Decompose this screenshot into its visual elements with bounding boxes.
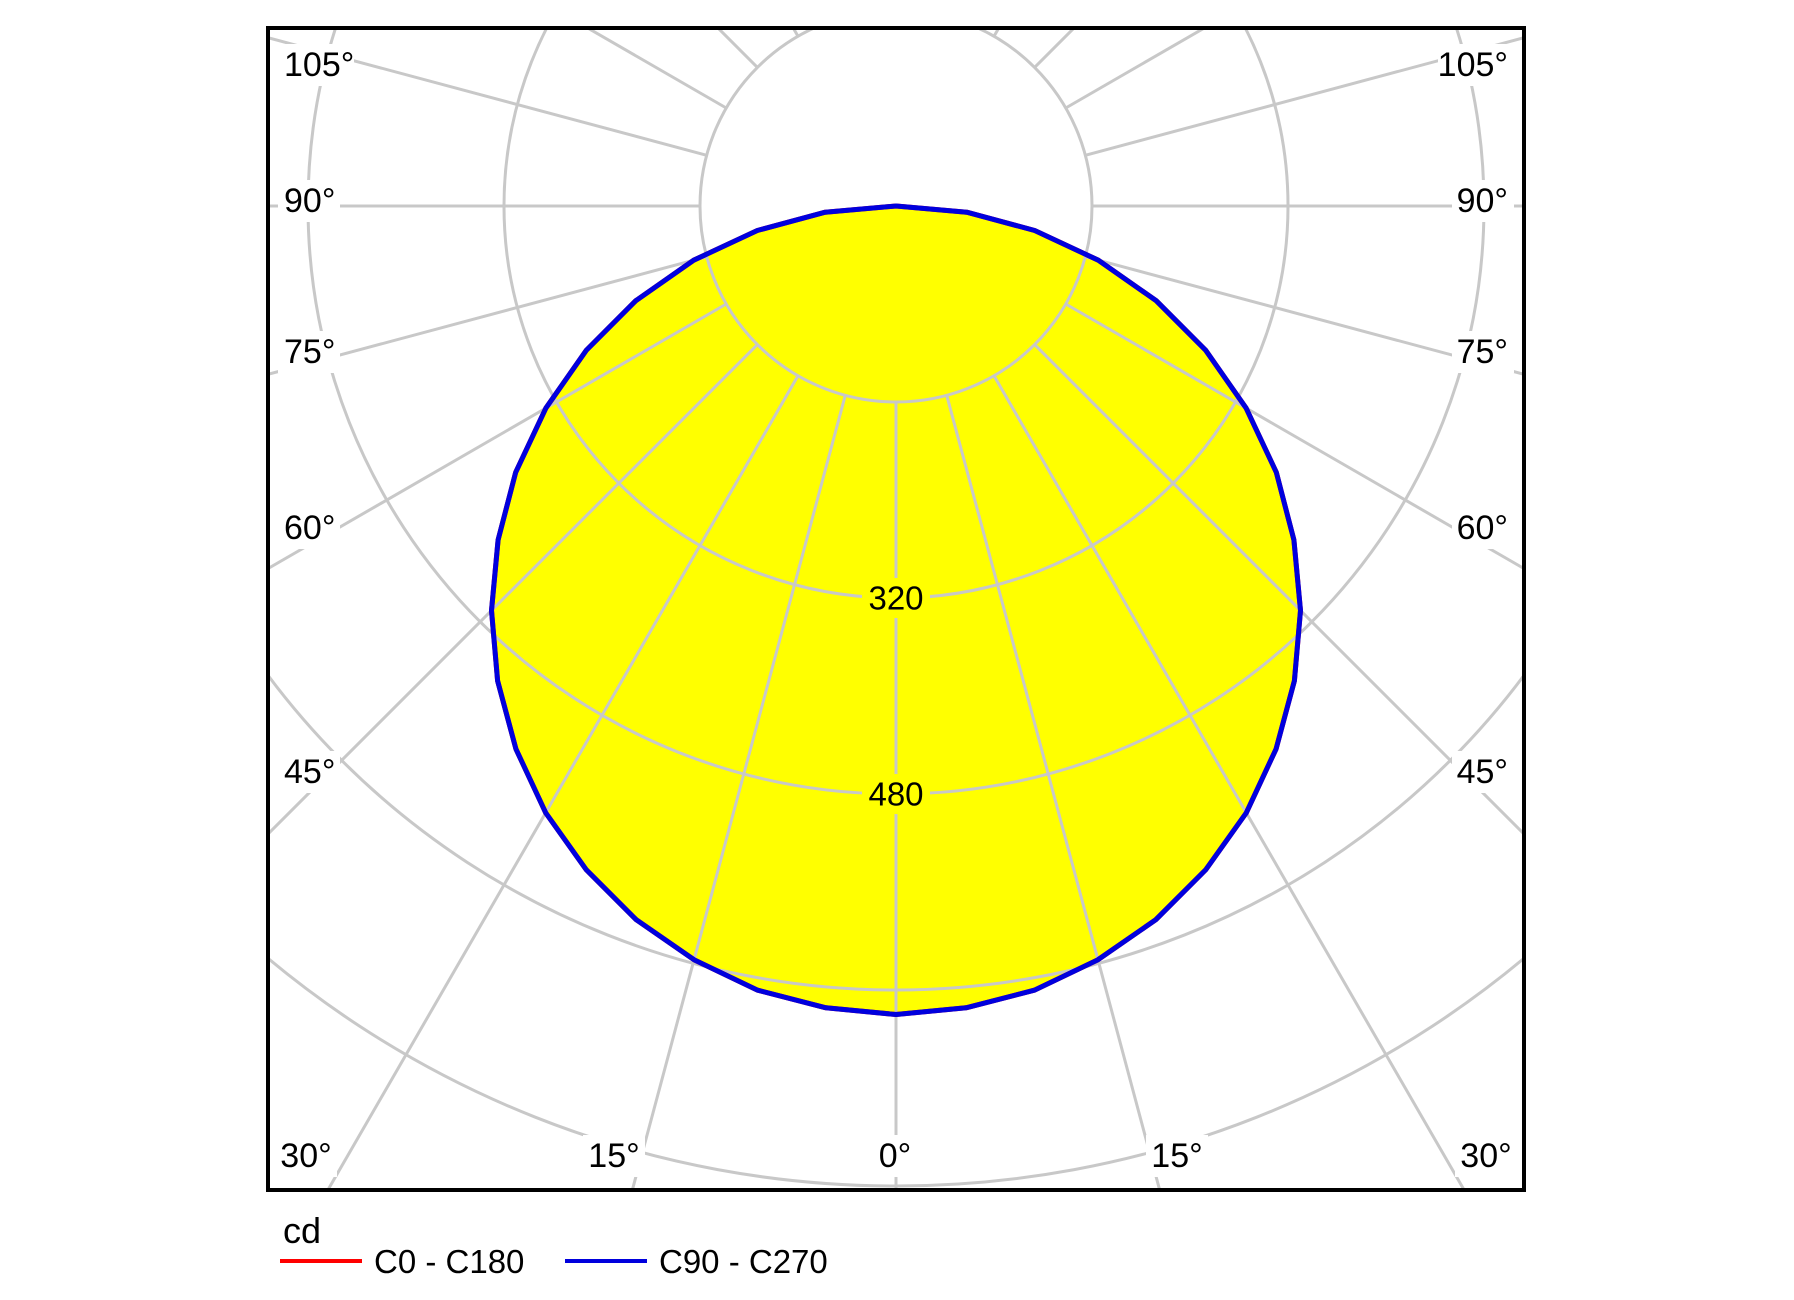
angle-label-knockout bbox=[278, 507, 340, 549]
angle-label-right-60: 60° bbox=[1457, 509, 1508, 547]
angle-label-left-45: 45° bbox=[284, 753, 335, 791]
polar-grid-spoke-15 bbox=[945, 394, 1162, 1190]
polar-grid-spoke-150 bbox=[791, 28, 800, 38]
angle-label-bottom-1: 15° bbox=[588, 1137, 639, 1175]
angle-label-knockout bbox=[1452, 180, 1514, 222]
angle-label-knockout bbox=[583, 1135, 645, 1177]
radial-label-knockout bbox=[862, 578, 930, 618]
c90-c270-curve bbox=[489, 203, 1303, 1017]
angle-label-knockout bbox=[275, 1135, 337, 1177]
polar-grid-spoke-30 bbox=[992, 374, 1466, 1190]
angle-label-left-75: 75° bbox=[284, 333, 335, 371]
polar-grid-spoke-150 bbox=[992, 28, 1001, 38]
legend-label-c0-c180: C0 - C180 bbox=[374, 1243, 524, 1280]
radial-grid-label-320: 320 bbox=[868, 580, 923, 617]
angle-label-knockout bbox=[278, 331, 340, 373]
polar-grid-spoke-120 bbox=[1064, 28, 1208, 110]
polar-grid-spoke-135 bbox=[715, 28, 759, 69]
angle-label-right-75: 75° bbox=[1457, 333, 1508, 371]
angle-label-knockout bbox=[1452, 331, 1514, 373]
angle-label-left-105: 105° bbox=[284, 46, 354, 84]
angle-label-knockout bbox=[278, 180, 340, 222]
polar-grid-spoke-60 bbox=[268, 302, 728, 571]
polar-grid-spoke-105 bbox=[268, 36, 708, 157]
polar-grid-spoke-45 bbox=[268, 343, 759, 837]
polar-grid-spoke-135 bbox=[1033, 28, 1077, 69]
angle-label-bottom-3: 15° bbox=[1151, 1137, 1202, 1175]
angle-label-knockout bbox=[1146, 1135, 1208, 1177]
angle-label-knockout bbox=[1452, 507, 1514, 549]
polar-grid-spoke-105 bbox=[1084, 36, 1524, 157]
angle-label-right-45: 45° bbox=[1457, 753, 1508, 791]
angle-label-left-90: 90° bbox=[284, 182, 335, 220]
angle-label-bottom-4: 30° bbox=[1460, 1137, 1511, 1175]
polar-grid-spoke-75 bbox=[268, 255, 708, 376]
polar-grid-spoke-75 bbox=[1084, 255, 1524, 376]
angle-label-right-105: 105° bbox=[1438, 46, 1508, 84]
angle-label-knockout bbox=[278, 751, 340, 793]
radial-label-knockout bbox=[862, 774, 930, 814]
polar-grid-spoke-165 bbox=[508, 0, 846, 17]
angle-label-left-60: 60° bbox=[284, 509, 335, 547]
angle-label-knockout bbox=[278, 44, 354, 86]
angle-label-knockout bbox=[1452, 751, 1514, 793]
polar-grid-spoke-120 bbox=[584, 28, 728, 110]
plot-frame bbox=[266, 26, 1526, 1192]
radial-grid-label-480: 480 bbox=[868, 776, 923, 813]
angle-label-knockout bbox=[1438, 44, 1514, 86]
angle-label-right-90: 90° bbox=[1457, 182, 1508, 220]
angle-label-bottom-0: 30° bbox=[280, 1137, 331, 1175]
angle-label-bottom-2: 0° bbox=[879, 1137, 912, 1175]
polar-grid-spoke-30 bbox=[326, 374, 800, 1190]
polar-grid-spoke-165 bbox=[947, 0, 1285, 17]
polar-grid-spoke-60 bbox=[1064, 302, 1524, 571]
legend-unit-label: cd bbox=[283, 1210, 321, 1251]
angle-label-knockout bbox=[864, 1135, 926, 1177]
polar-grid-spoke-45 bbox=[1033, 343, 1524, 837]
legend-label-c90-c270: C90 - C270 bbox=[659, 1243, 828, 1280]
legend: cd C0 - C180 C90 - C270 bbox=[280, 1210, 828, 1280]
angle-label-knockout bbox=[1455, 1135, 1517, 1177]
polar-grid-spoke-15 bbox=[630, 394, 847, 1190]
